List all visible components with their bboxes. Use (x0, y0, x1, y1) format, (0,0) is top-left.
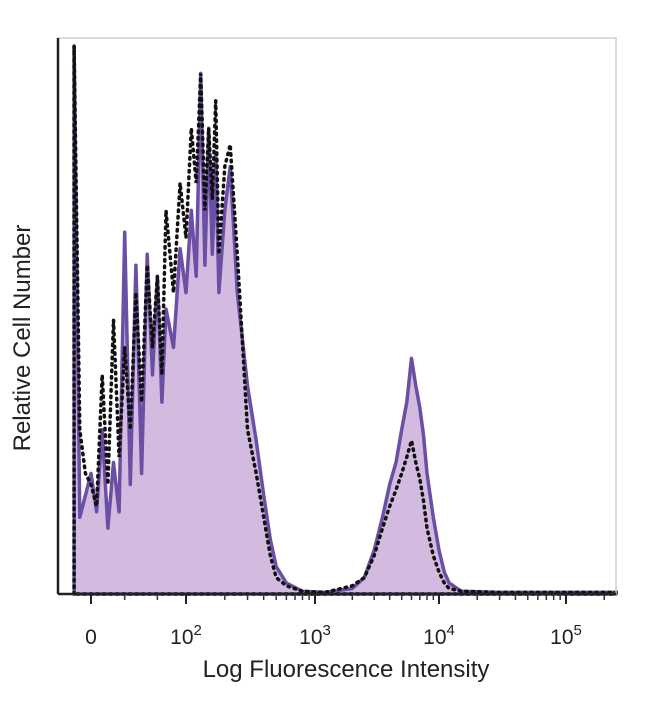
x-tick-label: 103 (299, 622, 331, 649)
series-layer (72, 44, 618, 596)
filled-histogram-series (72, 44, 618, 596)
y-axis-title: Relative Cell Number (9, 225, 36, 452)
x-tick-label: 0 (85, 626, 97, 649)
x-tick-label: 105 (550, 622, 582, 649)
plot-frame (56, 37, 617, 596)
dotted-histogram-series (72, 45, 618, 596)
x-tick-label: 104 (423, 622, 455, 649)
x-axis-title: Log Fluorescence Intensity (203, 656, 490, 683)
x-tick-label: 102 (170, 622, 202, 649)
x-axis-ticks: 0 102 103 104 105 (85, 594, 605, 649)
